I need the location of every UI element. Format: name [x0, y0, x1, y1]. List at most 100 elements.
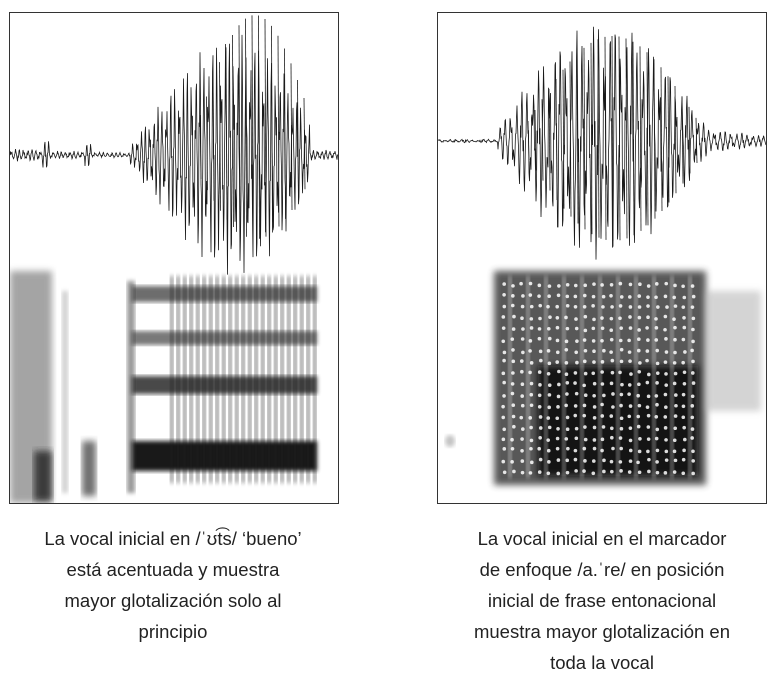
glottal-pulse [212, 78, 215, 201]
harmonic-dot [573, 283, 578, 288]
harmonic-dot [502, 380, 506, 385]
harmonic-dot [663, 415, 668, 419]
striation [228, 276, 232, 483]
harmonic-dot [673, 337, 677, 342]
harmonic-dot [628, 438, 633, 443]
glottal-pulse [297, 80, 299, 200]
harmonic-dot [537, 404, 542, 409]
glottal-pulse [541, 99, 544, 181]
striation [616, 276, 620, 478]
harmonic-dot [547, 284, 552, 288]
harmonic-dot [637, 328, 641, 332]
harmonic-dot [664, 281, 669, 286]
glottal-pulse [576, 54, 579, 224]
harmonic-dot [682, 295, 687, 300]
glottal-pulse [258, 15, 260, 239]
right-caption-line: La vocal inicial en el marcador [477, 528, 727, 549]
glottal-pulse [597, 39, 600, 238]
harmonic-dot [591, 339, 596, 343]
harmonic-dot [519, 281, 523, 286]
harmonic-dot [664, 438, 668, 442]
glottal-pulse [232, 34, 234, 228]
harmonic-dot [555, 304, 559, 309]
harmonic-dot [682, 425, 686, 430]
energy-blob [34, 451, 52, 501]
harmonic-dot [583, 425, 587, 429]
glottal-pulse [251, 15, 254, 239]
harmonic-dot [673, 371, 678, 376]
waveform-trace [438, 26, 766, 260]
harmonic-dot [575, 360, 579, 365]
harmonic-dot [591, 371, 596, 376]
harmonic-dot [673, 426, 678, 431]
harmonic-dot [610, 370, 615, 375]
harmonic-dot [627, 383, 632, 387]
harmonic-dot [547, 425, 552, 430]
harmonic-dot [520, 304, 525, 309]
harmonic-dot [655, 381, 659, 385]
harmonic-dot [627, 470, 632, 474]
harmonic-dot [502, 470, 507, 475]
striation [267, 276, 271, 483]
harmonic-dot [637, 403, 642, 408]
harmonic-dot [619, 446, 624, 451]
harmonic-dot [592, 317, 596, 322]
harmonic-dot [592, 381, 597, 386]
harmonic-dot [565, 380, 570, 385]
harmonic-dot [656, 305, 660, 309]
harmonic-dot [646, 304, 650, 308]
harmonic-dot [511, 403, 516, 407]
harmonic-dot [681, 404, 686, 409]
striation [209, 276, 213, 483]
harmonic-dot [520, 337, 525, 341]
harmonic-dot [592, 425, 597, 430]
harmonic-dot [537, 370, 542, 374]
striation [176, 276, 180, 483]
harmonic-dot [529, 446, 533, 451]
harmonic-dot [521, 327, 525, 331]
striation [274, 276, 278, 483]
harmonic-dot [602, 348, 606, 353]
glottal-pulse [555, 78, 558, 200]
harmonic-dot [502, 282, 506, 286]
striation [300, 276, 304, 483]
harmonic-dot [664, 458, 669, 462]
striation [544, 276, 548, 478]
harmonic-dot [682, 315, 686, 320]
harmonic-dot [557, 382, 561, 387]
striation [526, 276, 530, 478]
harmonic-dot [674, 403, 678, 408]
harmonic-dot [611, 446, 615, 451]
harmonic-dot [663, 314, 668, 319]
harmonic-dot [520, 437, 524, 441]
glottal-pulse [695, 117, 698, 163]
harmonic-dot [565, 303, 570, 308]
harmonic-dot [646, 437, 651, 441]
harmonic-dot [573, 371, 578, 375]
harmonic-dot [637, 315, 642, 320]
harmonic-dot [520, 470, 525, 475]
harmonic-dot [592, 459, 596, 463]
harmonic-dot [628, 426, 633, 430]
harmonic-dot [691, 459, 695, 463]
harmonic-dot [691, 294, 696, 299]
harmonic-dot [538, 415, 543, 419]
harmonic-dot [538, 316, 542, 321]
harmonic-dot [538, 303, 543, 308]
harmonic-dot [566, 446, 570, 451]
glottal-pulse [604, 36, 607, 240]
energy-blob [62, 291, 68, 493]
harmonic-dot [602, 393, 606, 398]
striation [222, 276, 226, 483]
harmonic-dot [637, 294, 642, 298]
glottal-pulse [527, 120, 530, 161]
harmonic-dot [637, 305, 642, 309]
harmonic-dot [537, 283, 542, 288]
harmonic-dot [556, 293, 561, 298]
harmonic-dot [530, 460, 534, 465]
harmonic-dot [655, 460, 659, 464]
harmonic-dot [529, 425, 533, 430]
striation [580, 276, 584, 478]
harmonic-dot [583, 328, 588, 333]
harmonic-dot [628, 282, 633, 287]
